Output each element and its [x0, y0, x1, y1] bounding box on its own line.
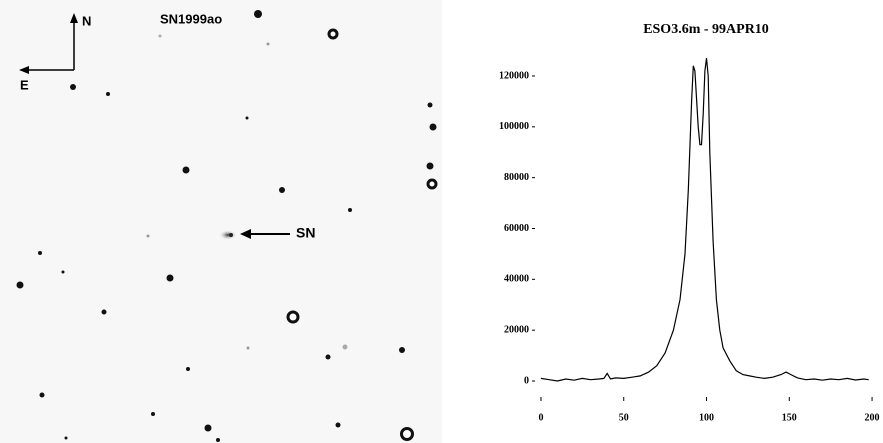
- sn-arrowhead: [240, 229, 251, 239]
- y-tick-label: 40000: [504, 274, 529, 285]
- image-background: [0, 0, 442, 443]
- plot: 0 20000 40000 60000 80000 100000 120000 0 50 100 1…: [499, 58, 880, 423]
- east-label: E: [20, 77, 29, 92]
- image-title: SN1999ao: [160, 11, 222, 26]
- chart-title: ESO3.6m - 99APR10: [643, 22, 769, 37]
- x-tick-label: 200: [865, 412, 880, 423]
- supernova: [229, 233, 233, 237]
- y-tick-label: 60000: [504, 223, 529, 234]
- east-arrowhead: [19, 66, 29, 74]
- sky-image: N E SN1999ao SN: [0, 0, 442, 443]
- north-label: N: [82, 13, 91, 28]
- stars: [16, 10, 437, 442]
- sn-label: SN: [296, 225, 315, 241]
- y-tick-label: 80000: [504, 172, 529, 183]
- x-tick-label: 0: [538, 412, 543, 423]
- x-tick-label: 100: [699, 412, 714, 423]
- supernova-host: [219, 230, 237, 240]
- y-tick-label: 0: [524, 375, 529, 386]
- x-tick-label: 50: [619, 412, 629, 423]
- y-tick-label: 20000: [504, 324, 529, 335]
- profile-line: [540, 58, 869, 382]
- y-tick-label: 120000: [499, 70, 529, 81]
- x-tick-label: 150: [782, 412, 797, 423]
- bright-stars: [286, 28, 438, 441]
- north-arrowhead: [70, 13, 78, 23]
- y-tick-label: 100000: [499, 121, 529, 132]
- compass: [26, 20, 75, 71]
